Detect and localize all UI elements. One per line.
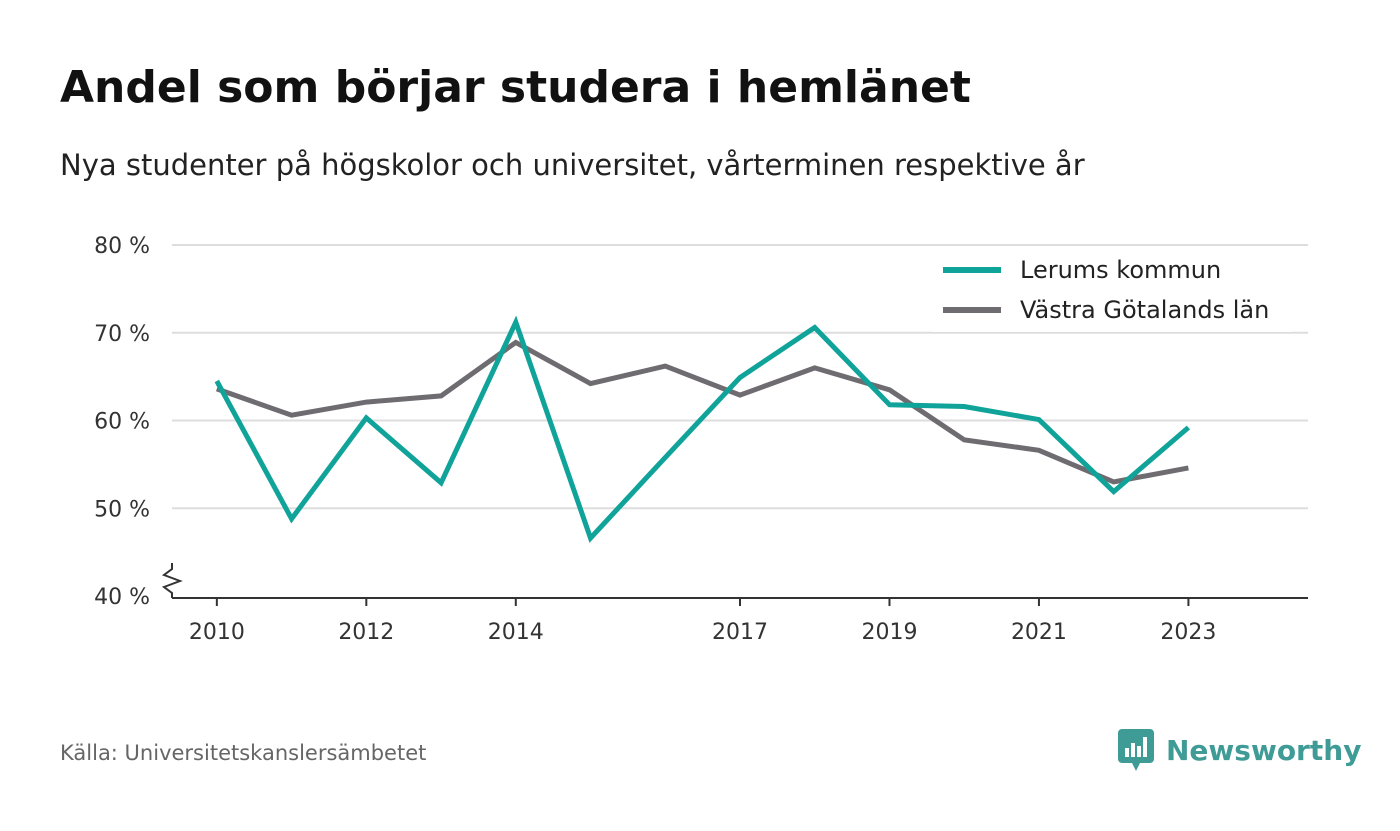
series-lines: [214, 315, 1191, 543]
gridlines: [172, 244, 1308, 510]
legend-label: Lerums kommun: [1020, 256, 1221, 284]
x-tick-label: 2014: [488, 620, 544, 645]
x-tick-label: 2021: [1011, 620, 1067, 645]
source-note: Källa: Universitetskanslersämbetet: [60, 741, 427, 765]
y-tick-label: 40 %: [94, 585, 150, 610]
y-tick-label: 60 %: [94, 410, 150, 435]
x-tick-label: 2017: [712, 620, 768, 645]
brand-name: Newsworthy: [1166, 733, 1362, 767]
bar-chart-speech-bubble-icon: [1118, 729, 1154, 771]
legend-background: [932, 250, 1292, 332]
y-tick-label: 70 %: [94, 322, 150, 347]
x-axis: 2010 2012 2014 2017 2019 2021 2023: [161, 563, 1308, 645]
y-tick-label: 80 %: [94, 234, 150, 259]
y-axis-labels: 40 % 50 % 60 % 70 % 80 %: [94, 234, 150, 610]
axis-break-mark: [161, 563, 183, 598]
x-tick-label: 2012: [338, 620, 394, 645]
x-tick-label: 2019: [861, 620, 917, 645]
x-tick-label: 2023: [1160, 620, 1216, 645]
brand-logo: Newsworthy: [1118, 728, 1361, 772]
legend-label: Västra Götalands län: [1020, 296, 1269, 324]
series-line-0: [214, 315, 1191, 543]
x-tick-label: 2010: [189, 620, 245, 645]
y-tick-label: 50 %: [94, 497, 150, 522]
legend: Lerums kommun Västra Götalands län: [932, 250, 1292, 332]
chart-subtitle: Nya studenter på högskolor och universit…: [60, 148, 1085, 182]
chart-title: Andel som börjar studera i hemlänet: [60, 62, 971, 113]
series-line-1: [215, 339, 1189, 485]
